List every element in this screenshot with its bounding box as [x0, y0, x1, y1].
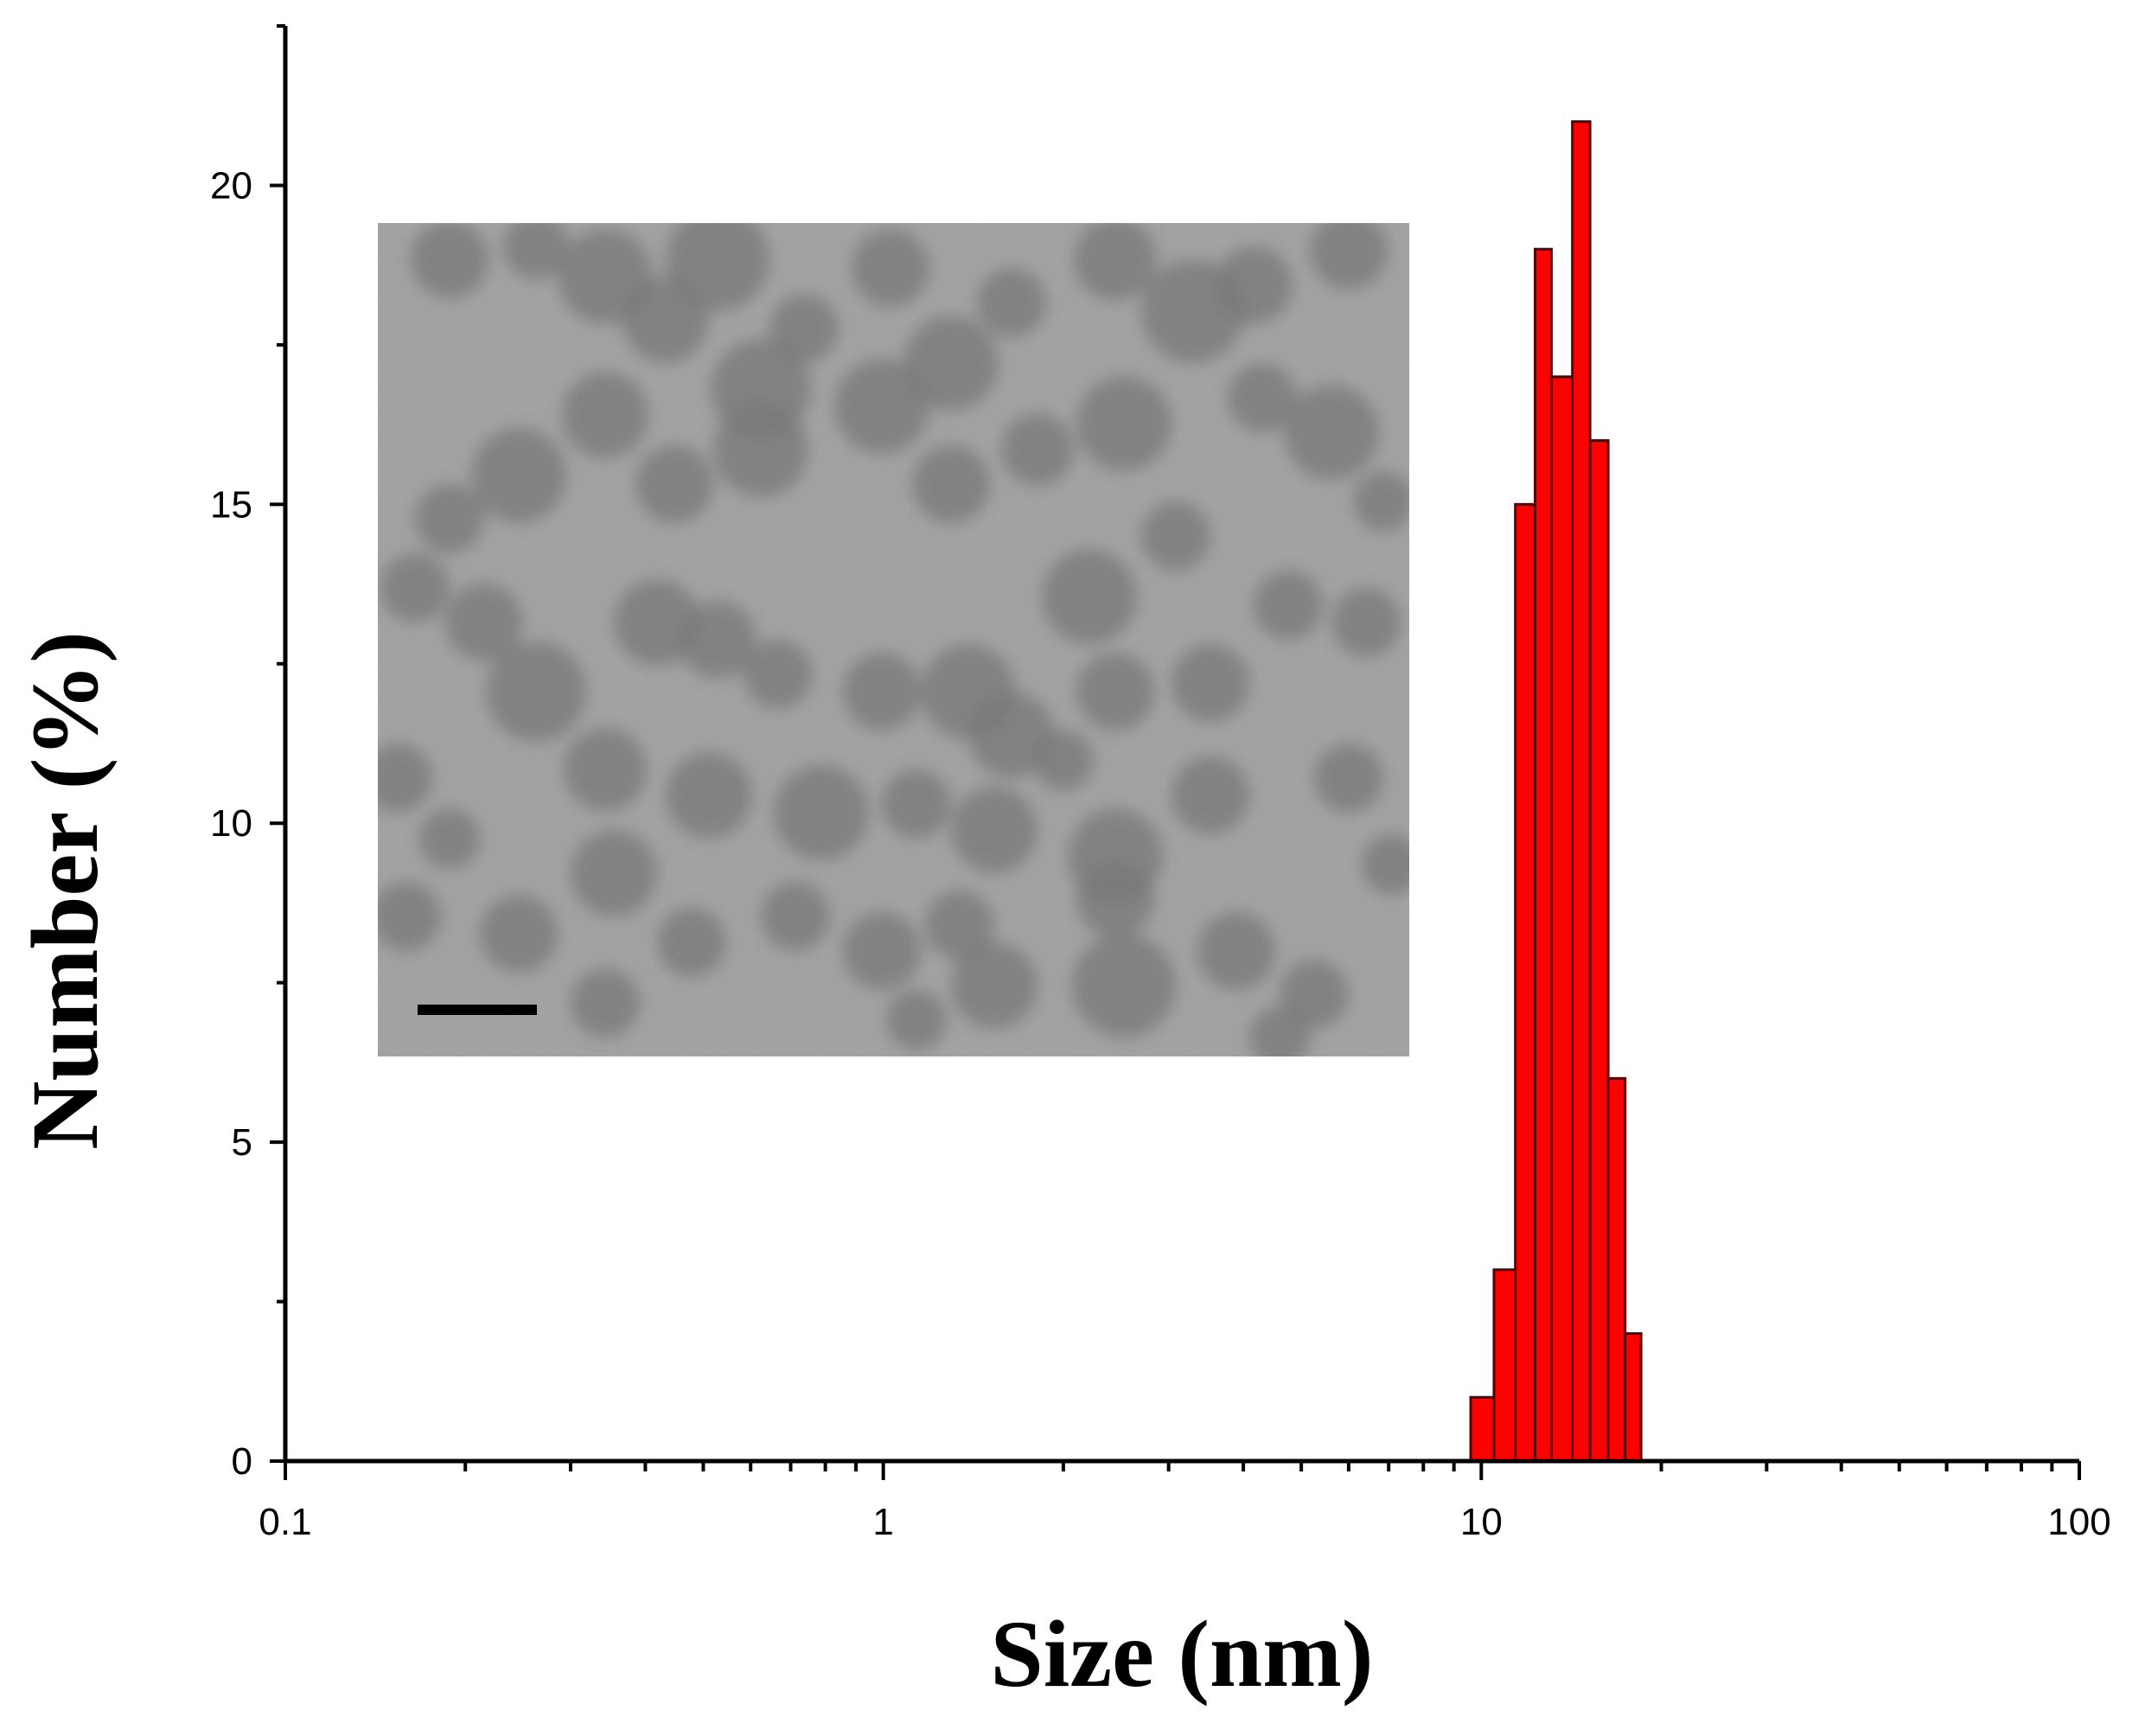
x-tick-label: 0.1	[259, 1501, 311, 1543]
y-tick-label: 0	[232, 1440, 252, 1483]
histogram-bar	[1469, 1395, 1496, 1463]
histogram-bar	[1534, 247, 1553, 1463]
tick-labels: 0 5 10 15 20 0.1 1 10 100	[210, 164, 2111, 1543]
tem-scale-bar	[418, 1005, 537, 1015]
x-tick-label: 1	[872, 1501, 893, 1543]
histogram-bar	[1606, 1076, 1627, 1463]
histogram-bar	[1624, 1331, 1643, 1463]
tem-inset-image	[378, 223, 1409, 1056]
y-tick-label: 15	[210, 483, 252, 526]
x-tick-label: 100	[2047, 1501, 2110, 1543]
histogram-bar	[1549, 375, 1574, 1463]
x-tick-label: 10	[1460, 1501, 1503, 1543]
histogram-bar	[1514, 502, 1537, 1463]
y-tick-label: 5	[232, 1121, 252, 1164]
histogram-bar	[1588, 439, 1610, 1463]
histogram-bars	[1469, 120, 1643, 1463]
x-axis-title: Size (nm)	[991, 1601, 1374, 1707]
y-tick-label: 10	[210, 802, 252, 845]
chart-axes	[270, 24, 2081, 1480]
histogram-bar	[1571, 120, 1592, 1463]
y-tick-label: 20	[210, 164, 252, 207]
y-axis-title: Number (%)	[12, 631, 118, 1150]
histogram-bar	[1492, 1268, 1517, 1463]
